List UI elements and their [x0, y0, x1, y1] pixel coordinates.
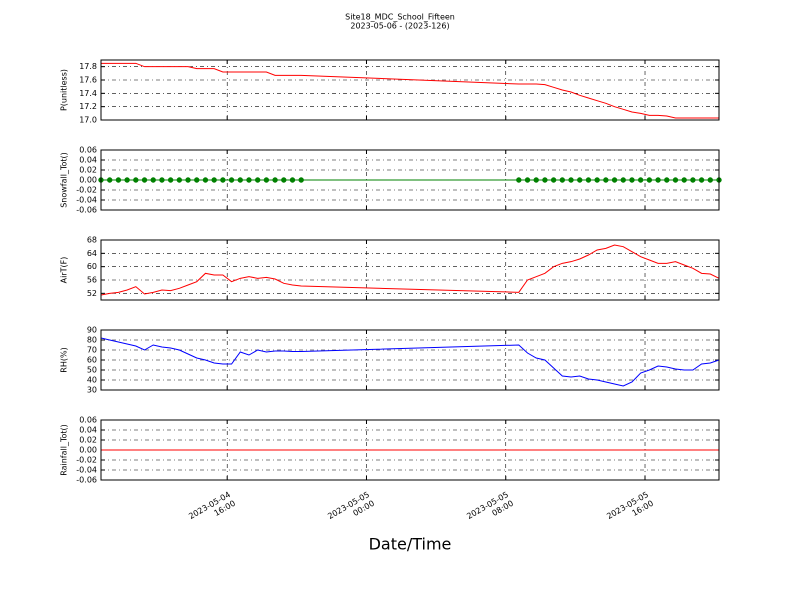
- data-point: [237, 177, 243, 183]
- data-point: [194, 177, 200, 183]
- y-tick-label: 0.04: [79, 426, 97, 435]
- data-point: [133, 177, 139, 183]
- y-tick-label: 50: [87, 366, 97, 375]
- data-point: [611, 177, 618, 183]
- y-tick-label: 0.00: [79, 176, 97, 185]
- y-tick-label: 0.00: [79, 446, 97, 455]
- data-point: [655, 177, 661, 183]
- panel-frame: [100, 149, 720, 211]
- data-point: [272, 177, 278, 183]
- panel-frame: [100, 329, 720, 391]
- data-point: [698, 177, 705, 183]
- data-point: [141, 177, 148, 183]
- y-axis-label: P(unitless): [60, 69, 69, 111]
- y-tick-label: 70: [87, 346, 97, 355]
- y-tick-label: 17.8: [79, 62, 97, 71]
- y-tick-label: -0.06: [76, 476, 97, 485]
- data-point: [629, 177, 635, 183]
- chart-title: Site18_MDC_School_Fifteen: [345, 13, 455, 22]
- data-point: [167, 177, 174, 183]
- data-point: [559, 177, 566, 183]
- data-point: [594, 177, 600, 183]
- y-tick-label: 17.4: [79, 89, 97, 98]
- data-point: [115, 177, 122, 183]
- data-point: [228, 177, 235, 183]
- y-tick-label: -0.04: [76, 466, 97, 475]
- y-axis-label: AirT(F): [60, 257, 69, 284]
- data-point: [289, 177, 296, 183]
- data-point: [202, 177, 209, 183]
- data-point: [524, 177, 531, 183]
- y-tick-label: 0.06: [79, 416, 97, 425]
- data-point: [254, 177, 261, 183]
- data-point: [577, 177, 583, 183]
- y-tick-label: -0.02: [76, 456, 97, 465]
- data-line: [100, 337, 720, 387]
- y-tick-label: 56: [87, 276, 97, 285]
- panel-frame: [100, 59, 720, 121]
- data-point: [159, 177, 165, 183]
- data-point: [585, 177, 592, 183]
- y-tick-label: 52: [87, 289, 97, 298]
- data-point: [681, 177, 687, 183]
- y-tick-label: 17.6: [79, 76, 97, 85]
- data-point: [620, 177, 626, 183]
- panel-frame: [100, 419, 720, 481]
- y-tick-label: 0.02: [79, 436, 97, 445]
- data-line: [100, 244, 720, 296]
- data-point: [176, 177, 183, 183]
- data-point: [646, 177, 653, 183]
- y-tick-label: -0.04: [76, 196, 97, 205]
- data-point: [664, 177, 670, 183]
- y-tick-label: 60: [87, 262, 97, 271]
- y-tick-label: -0.02: [76, 186, 97, 195]
- y-tick-label: 40: [87, 376, 97, 385]
- data-point: [637, 177, 644, 183]
- data-line: [101, 62, 719, 119]
- panel-frame: [100, 239, 720, 301]
- y-tick-label: -0.06: [76, 206, 97, 215]
- data-point: [211, 177, 217, 183]
- y-axis-label: Snowfall_Tot(): [60, 152, 69, 208]
- y-tick-label: 17.0: [79, 116, 97, 125]
- data-point: [150, 177, 156, 183]
- data-point: [281, 177, 287, 183]
- y-tick-label: 68: [87, 236, 97, 245]
- y-tick-label: 80: [87, 336, 97, 345]
- data-point: [298, 177, 304, 183]
- x-axis-label: Date/Time: [369, 535, 452, 554]
- y-axis-label: RH(%): [60, 347, 69, 372]
- y-tick-label: 64: [87, 249, 97, 258]
- data-point: [124, 177, 130, 183]
- y-tick-label: 30: [87, 386, 97, 395]
- y-tick-label: 60: [87, 356, 97, 365]
- data-point: [107, 177, 113, 183]
- data-point: [220, 177, 226, 183]
- data-point: [185, 177, 191, 183]
- y-tick-label: 90: [87, 326, 97, 335]
- chart-subtitle: 2023-05-06 - (2023-126): [350, 22, 449, 31]
- data-point: [707, 177, 713, 183]
- data-point: [542, 177, 548, 183]
- y-tick-label: 0.04: [79, 156, 97, 165]
- y-tick-label: 17.2: [79, 102, 97, 111]
- data-point: [516, 177, 522, 183]
- y-tick-label: 0.06: [79, 146, 97, 155]
- data-point: [672, 177, 679, 183]
- y-tick-label: 0.02: [79, 166, 97, 175]
- data-point: [603, 177, 609, 183]
- data-point: [263, 177, 270, 183]
- data-point: [533, 177, 539, 183]
- data-point: [690, 177, 696, 183]
- y-axis-label: Rainfall_Tot(): [60, 424, 69, 476]
- data-point: [550, 177, 557, 183]
- data-point: [246, 177, 252, 183]
- data-point: [568, 177, 574, 183]
